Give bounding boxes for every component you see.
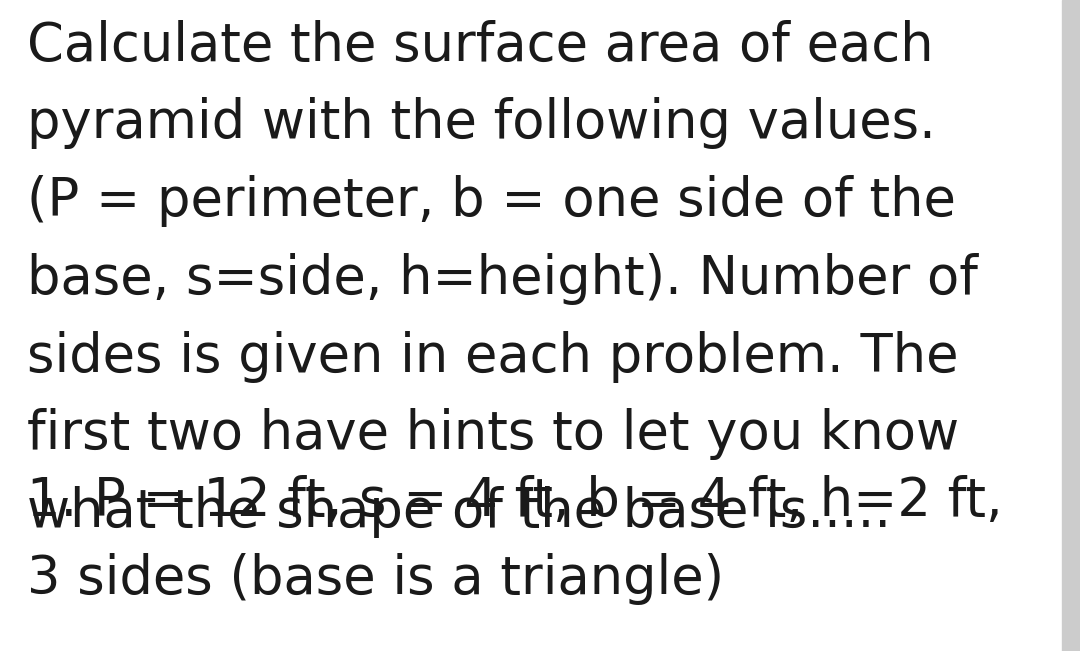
- Text: 3 sides (base is a triangle): 3 sides (base is a triangle): [27, 553, 724, 605]
- Bar: [1062, 0, 1080, 651]
- Text: (P = perimeter, b = one side of the: (P = perimeter, b = one side of the: [27, 175, 956, 227]
- Text: sides is given in each problem. The: sides is given in each problem. The: [27, 331, 959, 383]
- Text: base, s=side, h=height). Number of: base, s=side, h=height). Number of: [27, 253, 977, 305]
- Text: Calculate the surface area of each: Calculate the surface area of each: [27, 20, 933, 72]
- Text: 1. P = 12 ft, s = 4 ft, b = 4 ft, h=2 ft,: 1. P = 12 ft, s = 4 ft, b = 4 ft, h=2 ft…: [27, 475, 1002, 527]
- Text: first two have hints to let you know: first two have hints to let you know: [27, 408, 959, 460]
- Text: pyramid with the following values.: pyramid with the following values.: [27, 97, 936, 149]
- Text: what the shape of the base is.....: what the shape of the base is.....: [27, 486, 891, 538]
